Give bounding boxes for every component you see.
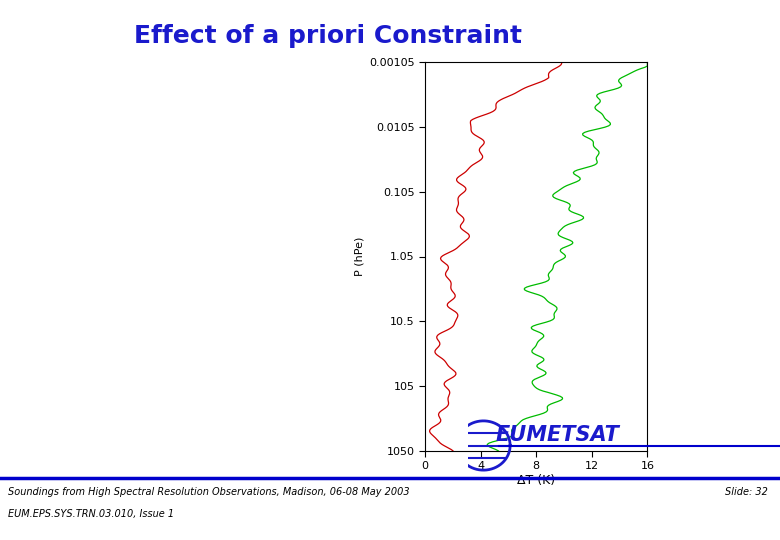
- Y-axis label: P (hPe): P (hPe): [355, 237, 365, 276]
- Text: Effect of a priori Constraint: Effect of a priori Constraint: [133, 24, 522, 48]
- Text: Soundings from High Spectral Resolution Observations, Madison, 06-08 May 2003: Soundings from High Spectral Resolution …: [8, 487, 410, 497]
- Text: EUM.EPS.SYS.TRN.03.010, Issue 1: EUM.EPS.SYS.TRN.03.010, Issue 1: [8, 509, 174, 519]
- Text: Slide: 32: Slide: 32: [725, 487, 768, 497]
- X-axis label: ΔT (K): ΔT (K): [517, 474, 555, 487]
- Text: EUMETSAT: EUMETSAT: [496, 424, 619, 445]
